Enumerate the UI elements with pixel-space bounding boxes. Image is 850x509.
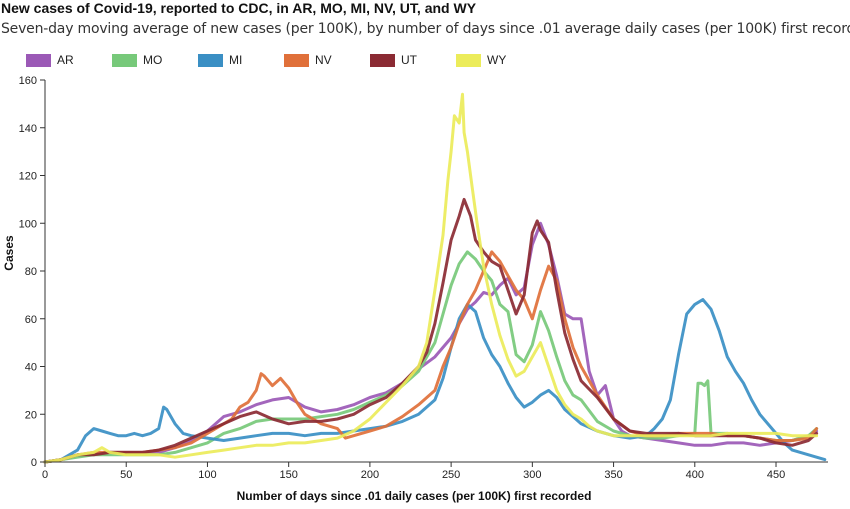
x-tick-label: 350 — [604, 469, 622, 481]
legend-item-nv: NV — [284, 51, 370, 69]
legend-item-ut: UT — [370, 51, 456, 69]
x-tick-label: 50 — [120, 469, 132, 481]
y-tick-label: 0 — [31, 457, 37, 469]
y-axis-label: Cases — [2, 235, 16, 271]
x-tick-label: 250 — [442, 469, 460, 481]
legend-label: MO — [143, 53, 163, 67]
x-tick-label: 100 — [198, 469, 216, 481]
y-tick-label: 140 — [19, 123, 37, 135]
axis-layer: 0 20 40 60 80 100 120 140 160 0 50 100 150 200 250 300 3… — [19, 75, 828, 481]
y-tick-label: 40 — [25, 362, 37, 374]
legend-label: UT — [401, 53, 417, 67]
x-tick-label: 200 — [361, 469, 379, 481]
legend-swatch — [456, 53, 481, 67]
chart-legend: AR MO MI NV UT WY — [26, 51, 542, 69]
series-line-mi — [43, 298, 827, 464]
legend-label: AR — [57, 53, 74, 67]
x-tick-label: 300 — [523, 469, 541, 481]
y-tick-label: 120 — [19, 171, 37, 183]
y-tick-label: 80 — [25, 266, 37, 278]
legend-label: MI — [229, 53, 243, 67]
y-tick-label: 160 — [19, 75, 37, 87]
series-line-ut — [43, 197, 819, 464]
y-tick-label: 60 — [25, 314, 37, 326]
legend-swatch — [112, 53, 137, 67]
x-tick-label: 0 — [42, 469, 48, 481]
y-tick-label: 100 — [19, 218, 37, 230]
legend-item-ar: AR — [26, 51, 112, 69]
x-tick-label: 150 — [279, 469, 297, 481]
legend-item-wy: WY — [456, 51, 542, 69]
chart-subtitle: Seven-day moving average of new cases (p… — [1, 21, 850, 37]
x-tick-label: 450 — [767, 469, 785, 481]
y-tick-label: 20 — [25, 409, 37, 421]
legend-swatch — [370, 53, 395, 67]
legend-label: WY — [487, 53, 507, 67]
legend-swatch — [198, 53, 223, 67]
legend-item-mi: MI — [198, 51, 284, 69]
x-tick-label: 400 — [686, 469, 704, 481]
series-line-wy — [43, 92, 819, 464]
x-axis-label: Number of days since .01 daily cases (pe… — [237, 489, 592, 503]
series-line-mo — [43, 250, 819, 464]
series-layer — [43, 92, 827, 464]
chart-title: New cases of Covid-19, reported to CDC, … — [1, 0, 477, 16]
legend-label: NV — [315, 53, 332, 67]
series-line-nv — [43, 250, 819, 464]
legend-swatch — [26, 53, 51, 67]
legend-swatch — [284, 53, 309, 67]
legend-item-mo: MO — [112, 51, 198, 69]
